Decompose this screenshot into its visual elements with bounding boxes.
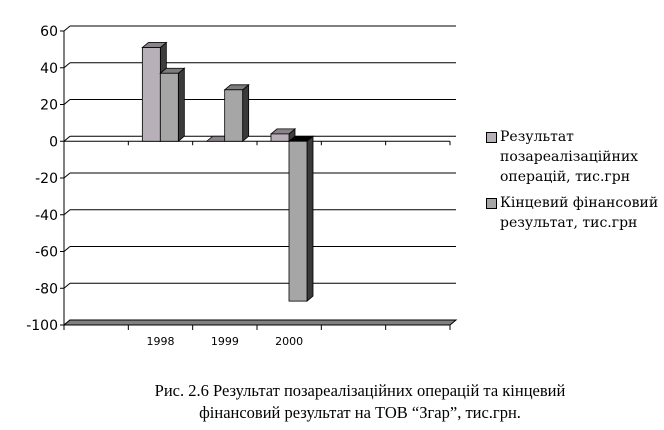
y-tick-label: -100 <box>26 318 58 334</box>
y-tick-label: -20 <box>35 171 58 187</box>
y-tick-label: -80 <box>35 281 58 297</box>
figure-caption: Рис. 2.6 Результат позареалізаційних опе… <box>60 380 660 424</box>
bar-side-s2-1999 <box>242 83 250 143</box>
y-tick-label: 60 <box>40 24 58 40</box>
bar-side-s2-1998 <box>177 67 185 143</box>
x-tick-label: 1998 <box>147 335 175 348</box>
grid-connector <box>63 135 71 142</box>
grid-connector <box>63 209 71 216</box>
legend: Результат позареалізаційних операцій, ти… <box>486 127 664 239</box>
x-tick-label: 2000 <box>275 335 303 348</box>
bar-s1-2000 <box>270 133 290 142</box>
y-tick-label: -40 <box>35 208 58 224</box>
legend-swatch-series-2 <box>486 198 497 209</box>
grid-connector <box>63 246 71 252</box>
y-tick-label: -60 <box>35 245 58 261</box>
y-tick-label: 20 <box>40 98 58 114</box>
y-tick-label: 0 <box>49 134 58 150</box>
bar-side-s2-2000 <box>306 135 314 302</box>
grid-connector <box>63 282 71 289</box>
bar-s2-1998 <box>159 72 179 142</box>
grid-connector <box>63 62 71 69</box>
legend-label-series-1: Результат позареалізаційних операцій, ти… <box>500 129 639 185</box>
legend-swatch-series-1 <box>486 132 497 143</box>
legend-item-series-1: Результат позареалізаційних операцій, ти… <box>486 127 664 187</box>
chart-floor <box>62 319 458 326</box>
grid-connector <box>63 99 71 105</box>
bar-s1-1998 <box>141 47 161 142</box>
bar-s2-2000 <box>288 140 308 302</box>
bar-s2-1999 <box>224 89 244 142</box>
legend-label-series-2: Кінцевий фінансовий результат, тис.грн <box>500 195 659 231</box>
y-tick-label: 40 <box>40 61 58 77</box>
legend-item-series-2: Кінцевий фінансовий результат, тис.грн <box>486 193 664 233</box>
caption-line-2: фінансовий результат на ТОВ “Згар”, тис.… <box>199 403 521 422</box>
grid-connector <box>63 25 71 32</box>
caption-line-1: Рис. 2.6 Результат позареалізаційних опе… <box>154 381 566 400</box>
grid-connector <box>63 172 71 179</box>
x-tick-label: 1999 <box>211 335 239 348</box>
